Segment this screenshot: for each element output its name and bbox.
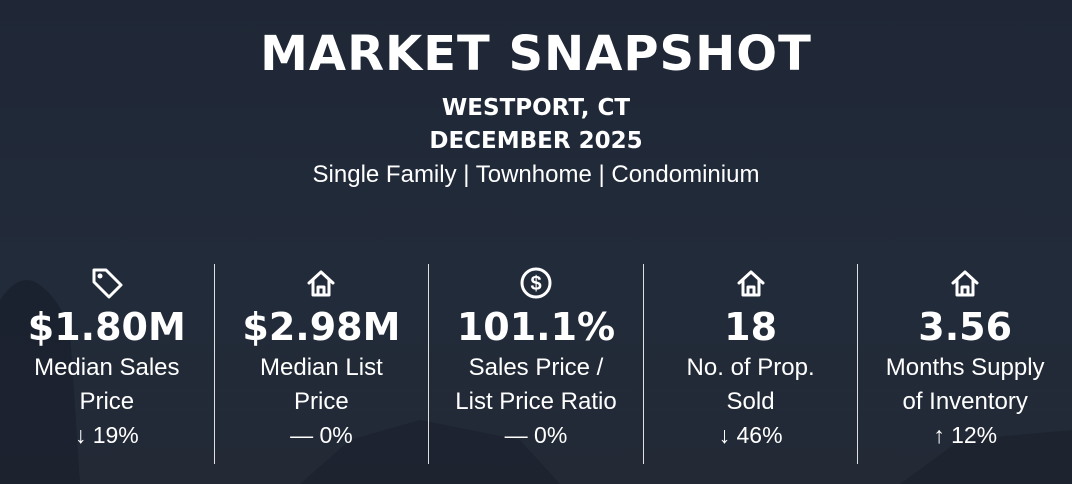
stats-row: $1.80M Median Sales Price ↓ 19% $2.98M M… [0, 264, 1072, 464]
stat-value: $1.80M [27, 305, 186, 349]
stat-median-sales-price: $1.80M Median Sales Price ↓ 19% [0, 264, 214, 464]
stat-change: ↓ 19% [74, 422, 139, 448]
svg-text:$: $ [530, 273, 541, 295]
stat-change: — 0% [290, 422, 353, 448]
property-types: Single Family | Townhome | Condominium [312, 161, 760, 188]
house-icon [307, 270, 335, 297]
stat-value: $2.98M [242, 305, 401, 349]
stat-properties-sold: 18 No. of Prop. Sold ↓ 46% [642, 264, 858, 464]
price-tag-icon [92, 268, 123, 299]
stat-label-line2: List Price Ratio [455, 388, 617, 415]
stat-label-line1: Sales Price / [468, 354, 604, 381]
stat-change: ↑ 12% [933, 422, 998, 448]
stat-label-line2: Price [79, 388, 135, 415]
house-icon [737, 270, 765, 297]
stat-label-line2: Price [294, 388, 349, 415]
stat-sales-list-ratio: $ 101.1% Sales Price / List Price Ratio … [428, 264, 643, 464]
period-heading: DECEMBER 2025 [429, 128, 643, 154]
location-heading: WESTPORT, CT [441, 95, 631, 121]
stat-label-line1: No. of Prop. [686, 354, 815, 381]
page-title: MARKET SNAPSHOT [260, 26, 812, 82]
stat-change: ↓ 46% [718, 422, 783, 448]
stat-label-line1: Median List [260, 354, 383, 381]
stat-value: 18 [724, 305, 778, 349]
stat-median-list-price: $2.98M Median List Price — 0% [213, 264, 429, 464]
dollar-circle-icon: $ [520, 267, 552, 299]
stat-label-line2: of Inventory [902, 388, 1028, 415]
house-icon [951, 270, 979, 297]
stat-label-line1: Months Supply [885, 354, 1045, 381]
stat-months-supply: 3.56 Months Supply of Inventory ↑ 12% [857, 264, 1072, 464]
stat-value: 3.56 [918, 305, 1013, 349]
stat-label-line2: Sold [726, 388, 775, 415]
stat-change: — 0% [504, 422, 568, 448]
stat-label-line1: Median Sales [34, 354, 180, 381]
stat-value: 101.1% [456, 305, 616, 349]
